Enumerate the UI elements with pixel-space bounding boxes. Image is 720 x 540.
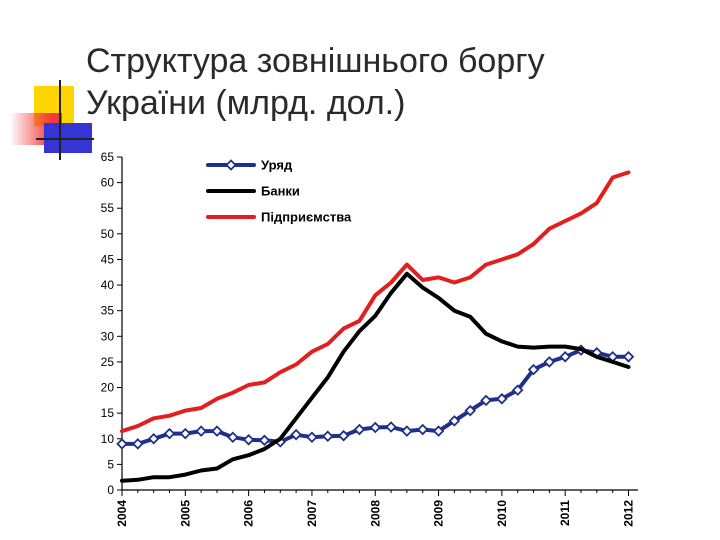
data-point-marker (353, 423, 366, 436)
data-point-marker (385, 421, 397, 433)
x-tick-label: 2005 (178, 500, 192, 527)
legend-label: Уряд (261, 158, 293, 173)
data-point-marker (147, 432, 160, 445)
slide-title-line-2: України (млрд. дол.) (86, 84, 406, 122)
data-point-marker (401, 425, 413, 437)
data-point-marker (622, 351, 635, 363)
data-point-marker (116, 438, 128, 450)
data-point-marker (242, 434, 255, 446)
data-point-marker (369, 421, 382, 434)
data-point-marker (511, 384, 524, 396)
y-tick-label: 40 (101, 278, 115, 292)
data-point-marker (527, 363, 540, 376)
slide-title: Структура зовнішнього боргу України (млр… (86, 40, 686, 124)
y-tick-label: 65 (101, 150, 115, 164)
data-point-marker (496, 393, 508, 405)
legend-label: Банки (261, 184, 300, 199)
data-point-marker (480, 394, 492, 407)
data-point-marker (448, 415, 461, 427)
legend-label: Підприємства (261, 210, 352, 225)
data-point-marker (195, 425, 207, 437)
x-tick-label: 2008 (368, 500, 382, 527)
x-tick-label: 2007 (305, 500, 319, 527)
y-tick-label: 25 (101, 355, 115, 369)
decor-horizontal-line (36, 138, 94, 140)
data-point-marker (337, 429, 350, 442)
slide-title-line-1: Структура зовнішнього боргу (86, 42, 545, 80)
series-line-3 (120, 170, 631, 434)
data-point-marker (258, 434, 271, 447)
y-tick-label: 10 (101, 432, 115, 446)
data-point-marker (559, 351, 571, 363)
y-tick-label: 5 (107, 457, 114, 471)
y-tick-label: 0 (107, 483, 114, 497)
data-point-marker (321, 430, 334, 442)
data-point-marker (211, 425, 223, 437)
data-point-marker (306, 431, 318, 444)
decor-vertical-line (59, 80, 61, 160)
data-point-marker (163, 427, 176, 440)
x-tick-label: 2010 (495, 500, 509, 527)
x-tick-label: 2004 (115, 500, 129, 527)
legend-marker (225, 159, 237, 171)
y-tick-label: 35 (101, 304, 115, 318)
y-tick-label: 60 (101, 176, 115, 190)
y-tick-label: 55 (101, 201, 115, 215)
data-point-marker (432, 425, 445, 437)
y-tick-label: 15 (101, 406, 115, 420)
data-point-marker (464, 404, 476, 417)
data-point-marker (132, 438, 144, 450)
data-point-marker (290, 428, 302, 441)
data-point-marker (227, 431, 239, 444)
x-tick-label: 2009 (432, 500, 446, 527)
data-point-marker (416, 423, 429, 436)
y-tick-label: 20 (101, 381, 115, 395)
series-line-2 (120, 271, 631, 483)
y-tick-label: 45 (101, 252, 115, 266)
data-point-marker (543, 356, 556, 368)
x-tick-label: 2011 (558, 500, 572, 526)
x-tick-label: 2012 (622, 500, 636, 527)
y-tick-label: 50 (101, 227, 115, 241)
data-point-marker (179, 427, 192, 440)
x-tick-label: 2006 (242, 500, 256, 527)
y-tick-label: 30 (101, 329, 115, 343)
